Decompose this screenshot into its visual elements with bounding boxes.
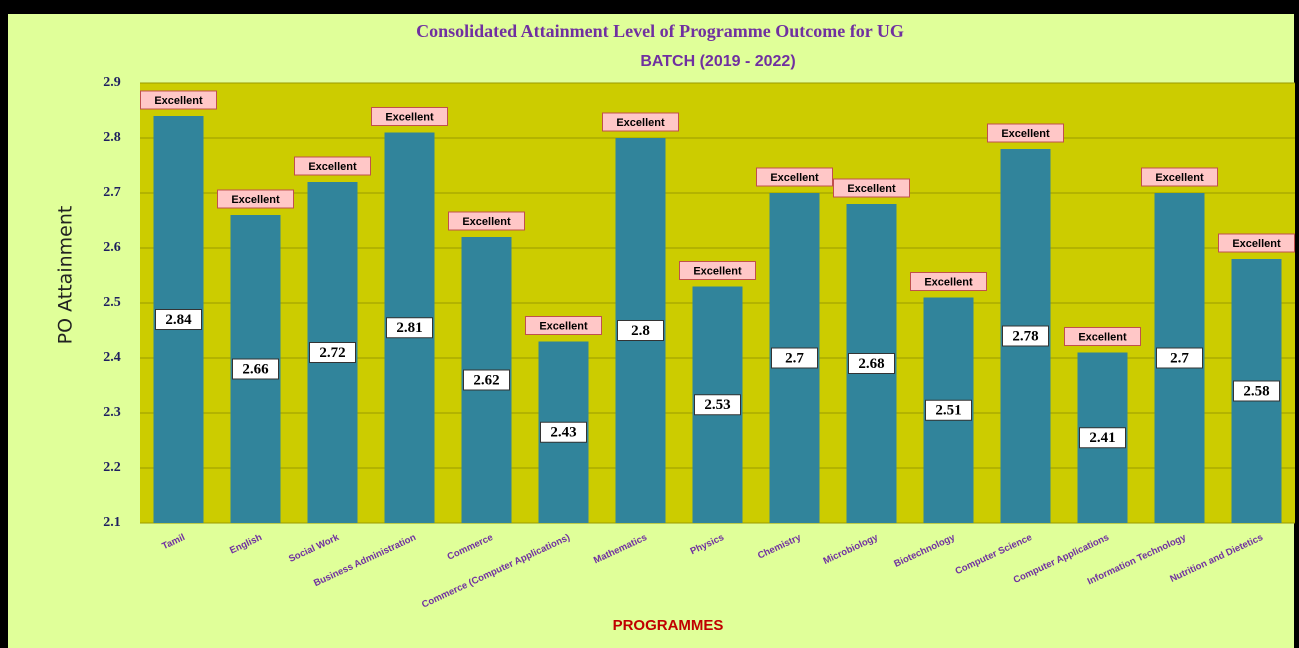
annotation: Excellent [847, 183, 896, 195]
data-label: 2.81 [396, 320, 422, 336]
data-label: 2.58 [1243, 383, 1269, 399]
annotation: Excellent [1155, 172, 1204, 184]
data-label-box [1233, 380, 1280, 402]
y-tick-label: 2.4 [103, 350, 121, 365]
annotation: Excellent [616, 117, 665, 129]
data-label-box [1156, 347, 1203, 369]
data-label-box [1079, 427, 1126, 449]
data-label: 2.43 [550, 425, 576, 441]
data-label-box [540, 421, 587, 443]
data-label: 2.8 [631, 323, 650, 339]
data-label-box [694, 394, 741, 416]
annotation: Excellent [1001, 128, 1050, 140]
annotation: Excellent [924, 276, 973, 288]
annotation: Excellent [154, 95, 203, 107]
chart-title: Consolidated Attainment Level of Program… [416, 21, 904, 41]
annotation: Excellent [1232, 238, 1281, 250]
annotation: Excellent [462, 216, 511, 228]
annotation-box [602, 112, 679, 132]
annotation-box [140, 90, 217, 110]
annotation: Excellent [231, 194, 280, 206]
annotation: Excellent [385, 111, 434, 123]
data-label: 2.78 [1012, 328, 1038, 344]
data-label-box [1002, 325, 1049, 347]
data-label-box [155, 309, 202, 330]
data-label: 2.72 [319, 345, 345, 361]
annotation: Excellent [693, 265, 742, 277]
data-label-box [925, 399, 972, 421]
data-label: 2.62 [473, 372, 499, 388]
data-label: 2.7 [785, 350, 804, 366]
annotation: Excellent [539, 320, 588, 332]
data-label-box [848, 353, 895, 374]
y-tick-label: 2.6 [103, 240, 121, 255]
annotation-box [294, 156, 371, 176]
data-label-box [463, 369, 510, 391]
y-tick-label: 2.5 [103, 295, 121, 310]
y-tick-label: 2.8 [103, 130, 121, 145]
y-tick-label: 2.1 [103, 515, 121, 530]
data-label: 2.41 [1089, 430, 1115, 446]
annotation-box [1218, 233, 1295, 253]
data-label: 2.7 [1170, 350, 1189, 366]
data-label: 2.51 [935, 403, 961, 419]
data-label-box [232, 358, 279, 380]
chart-subtitle: BATCH (2019 - 2022) [640, 53, 795, 70]
annotation-box [679, 261, 756, 280]
y-tick-label: 2.3 [103, 405, 121, 420]
annotation-box [910, 272, 987, 291]
x-axis-label: PROGRAMMES [613, 617, 724, 634]
annotation-box [833, 178, 910, 198]
annotation-box [1064, 327, 1141, 346]
data-label-box [771, 347, 818, 369]
data-label-box [309, 342, 356, 363]
annotation-box [371, 107, 448, 126]
y-tick-label: 2.2 [103, 460, 121, 475]
data-label: 2.68 [858, 356, 884, 372]
annotation-box [217, 189, 294, 209]
annotation-box [448, 211, 525, 231]
y-tick-label: 2.7 [103, 185, 121, 200]
data-label-box [617, 320, 664, 341]
annotation-box [1141, 167, 1218, 187]
annotation-box [525, 316, 602, 335]
data-label-box [386, 317, 433, 339]
y-axis-label: PO Attainment [55, 206, 77, 345]
data-label: 2.66 [242, 361, 269, 377]
annotation-box [756, 167, 833, 187]
data-label: 2.53 [704, 397, 730, 413]
annotation: Excellent [770, 172, 819, 184]
annotation: Excellent [308, 161, 357, 173]
annotation: Excellent [1078, 331, 1127, 343]
annotation-box [987, 123, 1064, 143]
data-label: 2.84 [165, 312, 192, 328]
y-tick-label: 2.9 [103, 75, 121, 90]
